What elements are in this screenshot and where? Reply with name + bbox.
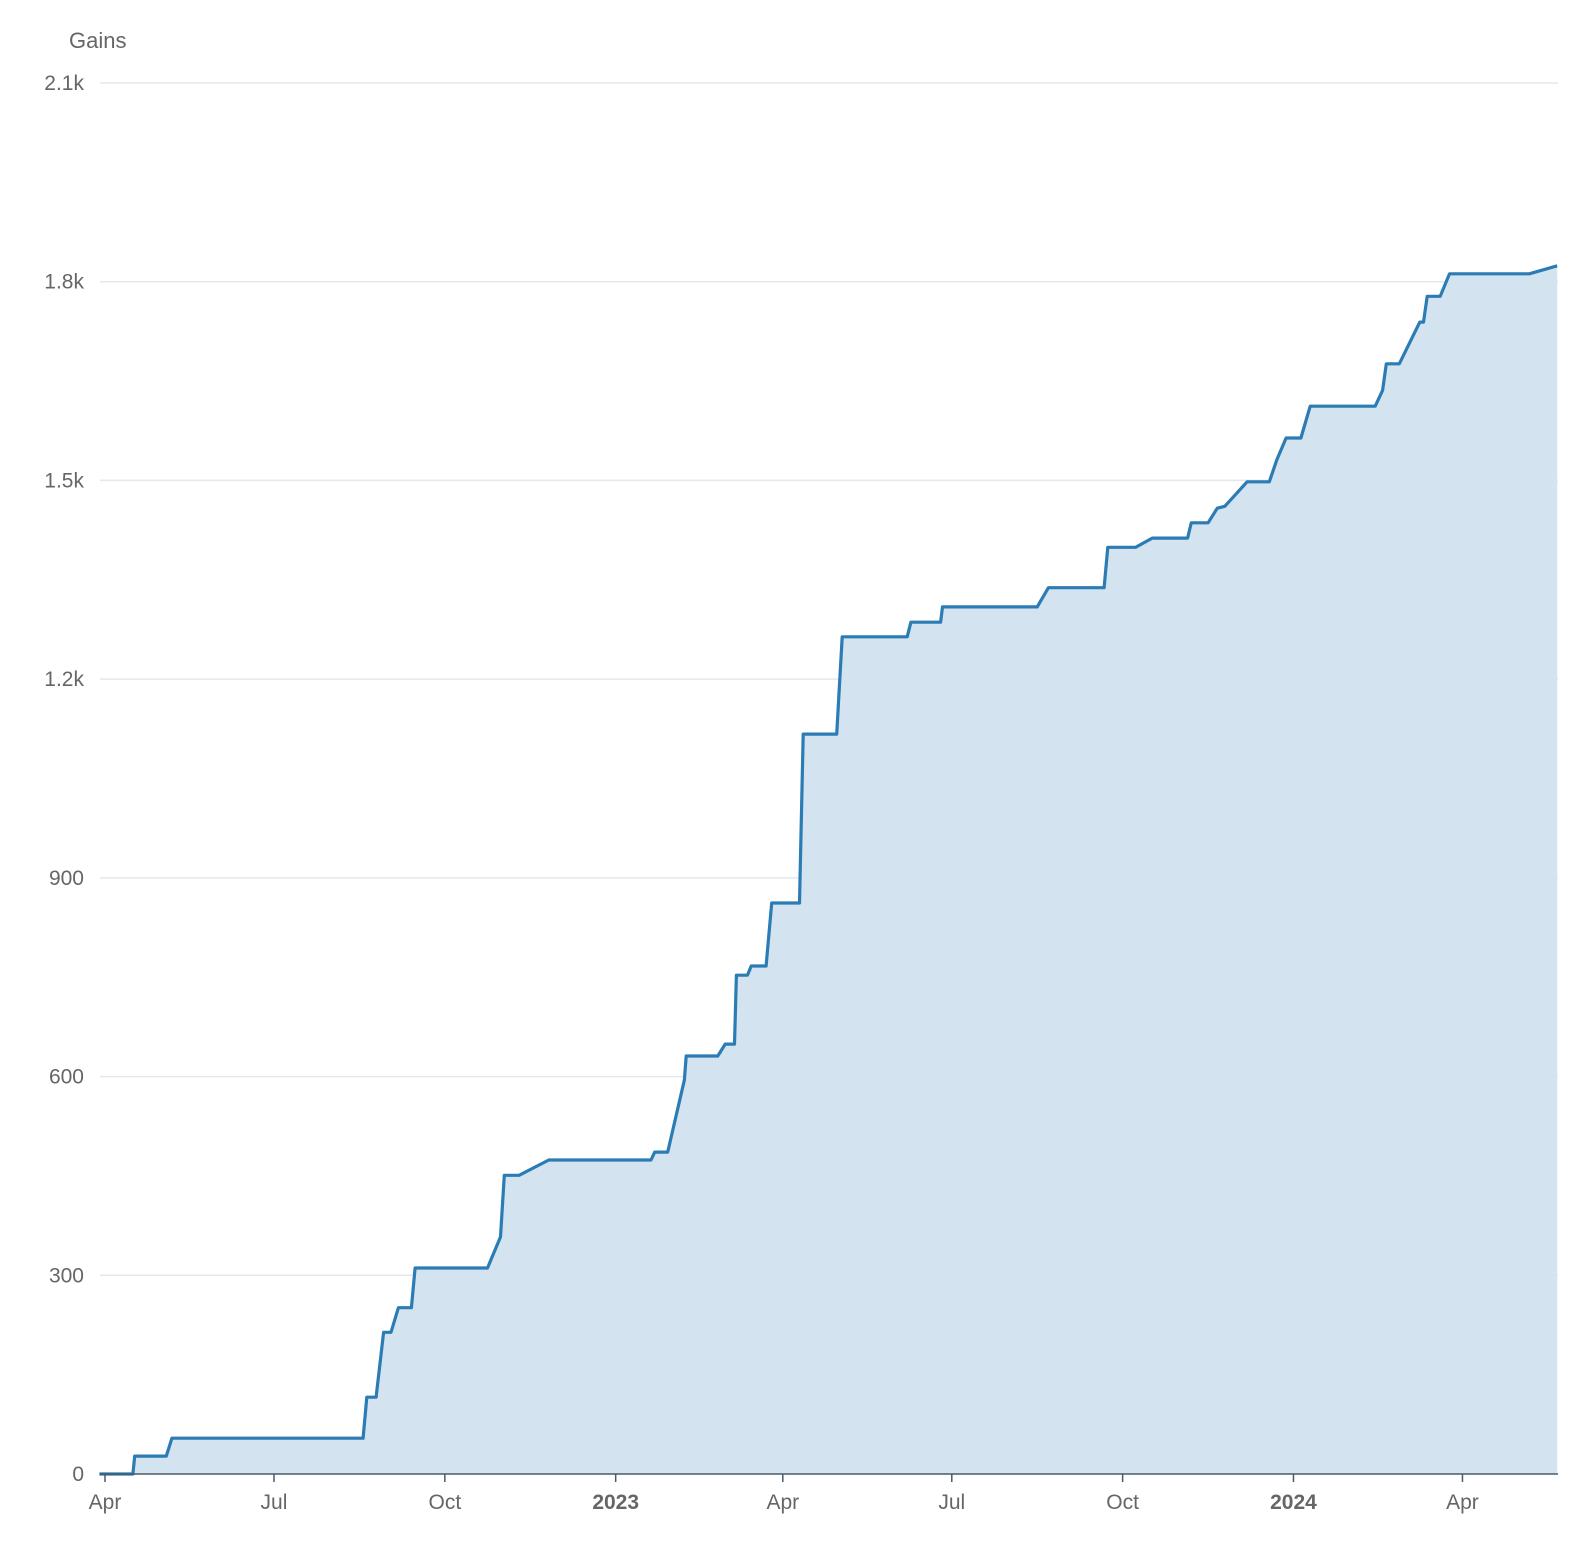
y-tick-label: 1.2k — [44, 668, 84, 691]
area-fill — [99, 265, 1558, 1474]
y-tick-label: 300 — [49, 1264, 84, 1287]
y-axis-ticks: 0 300 600 900 1.2k 1.5k 1.8k 2.1k — [44, 72, 84, 1486]
y-tick-label: 1.8k — [44, 271, 84, 294]
y-tick-label: 900 — [49, 867, 84, 890]
x-tick-label: Oct — [1106, 1491, 1139, 1514]
x-tick-label: Oct — [428, 1491, 461, 1514]
x-tick-label: Apr — [766, 1491, 799, 1514]
x-tick-label: Jul — [261, 1491, 288, 1514]
y-tick-label: 600 — [49, 1066, 84, 1089]
x-tick-label: Jul — [938, 1491, 965, 1514]
y-tick-label: 2.1k — [44, 72, 84, 95]
series-line — [99, 264, 1558, 1476]
y-axis-title: Gains — [69, 28, 126, 53]
series-gains — [99, 264, 1558, 1476]
x-tick-label: Apr — [1446, 1491, 1479, 1514]
x-axis: Apr Jul Oct 2023 Apr Jul Oct 2024 Apr — [89, 1473, 1558, 1514]
x-tick-label: Apr — [89, 1491, 122, 1514]
x-tick-label: 2023 — [592, 1491, 639, 1514]
x-tick-label: 2024 — [1270, 1491, 1317, 1514]
y-tick-label: 0 — [72, 1463, 84, 1486]
y-tick-label: 1.5k — [44, 469, 84, 492]
